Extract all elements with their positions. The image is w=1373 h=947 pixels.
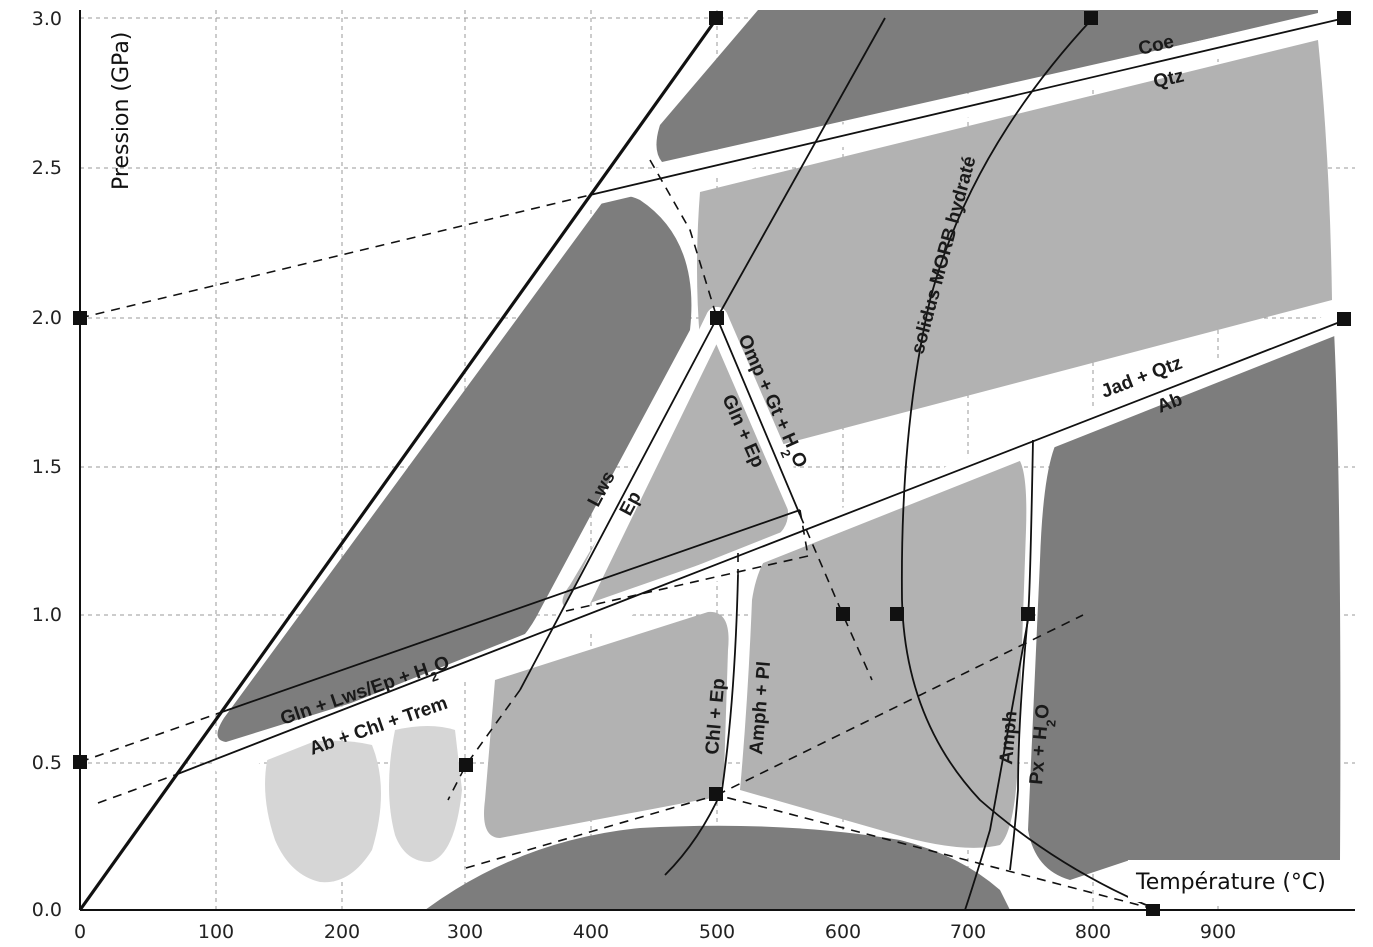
field-mid-amphibolite bbox=[740, 458, 1027, 848]
point-marker bbox=[1337, 312, 1351, 326]
x-tick: 200 bbox=[324, 921, 360, 943]
point-marker bbox=[1337, 11, 1351, 25]
invariant-points bbox=[73, 11, 1351, 916]
y-tick: 0.0 bbox=[32, 899, 62, 921]
point-marker bbox=[709, 787, 723, 801]
y-tick: 3.0 bbox=[32, 8, 62, 30]
facies-fields bbox=[217, 10, 1341, 910]
x-tick: 600 bbox=[825, 921, 861, 943]
x-tick: 800 bbox=[1075, 921, 1111, 943]
y-tick: 0.5 bbox=[32, 752, 62, 774]
x-tick: 700 bbox=[950, 921, 986, 943]
y-tick: 1.0 bbox=[32, 604, 62, 626]
field-light-zeolite-2 bbox=[389, 726, 462, 862]
label-px: Px + H2O bbox=[1026, 703, 1059, 786]
field-mid-greenschist bbox=[484, 611, 729, 838]
y-tick-labels: 0.0 0.5 1.0 1.5 2.0 2.5 3.0 bbox=[32, 8, 62, 921]
x-tick: 0 bbox=[74, 921, 86, 943]
axes bbox=[79, 10, 1355, 911]
reaction-lines bbox=[78, 17, 1346, 911]
point-marker bbox=[459, 758, 473, 772]
y-tick: 2.5 bbox=[32, 157, 62, 179]
x-axis-title-box bbox=[1128, 860, 1343, 902]
x-tick: 500 bbox=[699, 921, 735, 943]
x-tick: 300 bbox=[447, 921, 483, 943]
point-marker bbox=[709, 11, 723, 25]
point-marker bbox=[836, 607, 850, 621]
field-mid-eclogite bbox=[697, 40, 1332, 460]
field-light-zeolite-1 bbox=[265, 740, 381, 883]
x-tick-labels: 0 100 200 300 400 500 600 700 800 900 bbox=[74, 921, 1236, 943]
point-marker bbox=[1021, 607, 1035, 621]
x-tick: 100 bbox=[198, 921, 234, 943]
x-tick: 900 bbox=[1200, 921, 1236, 943]
point-marker bbox=[890, 607, 904, 621]
y-tick: 1.5 bbox=[32, 456, 62, 478]
x-axis-title: Température (°C) bbox=[1135, 870, 1326, 895]
label-amph: Amph bbox=[996, 710, 1022, 765]
point-marker bbox=[710, 311, 724, 325]
x-tick: 400 bbox=[573, 921, 609, 943]
field-dark-granulite bbox=[1028, 330, 1341, 880]
y-tick: 2.0 bbox=[32, 307, 62, 329]
y-axis-title: Pression (GPa) bbox=[109, 32, 134, 190]
field-dark-bottom bbox=[425, 825, 1010, 910]
point-marker bbox=[1084, 11, 1098, 25]
field-dark-blueschist bbox=[217, 195, 692, 743]
field-dark-top bbox=[656, 10, 1318, 162]
